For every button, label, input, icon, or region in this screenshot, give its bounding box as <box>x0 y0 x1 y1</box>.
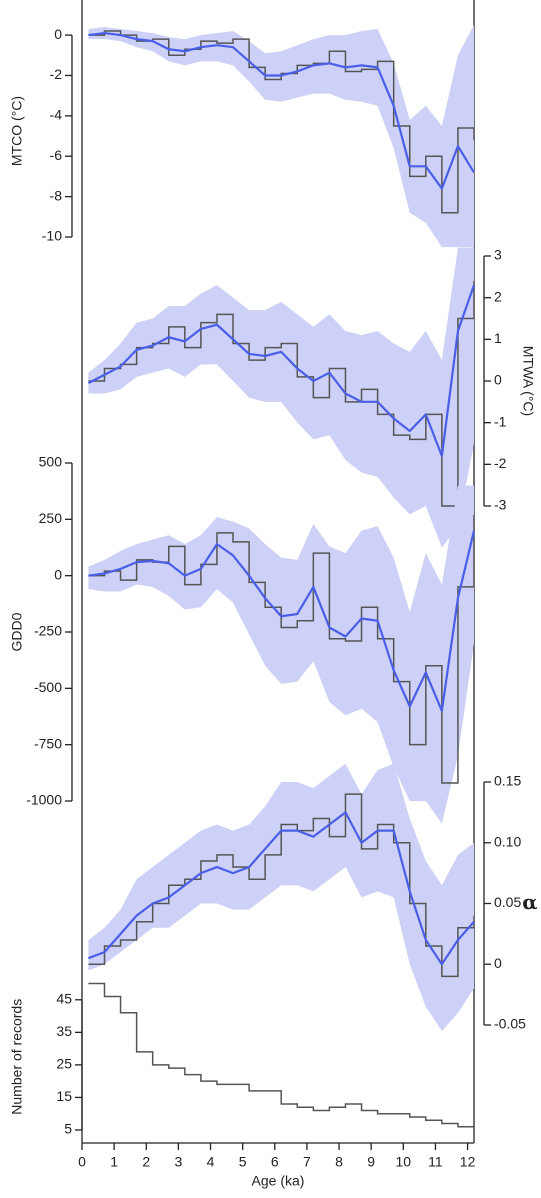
y-tick-label: -8 <box>50 187 63 203</box>
y-axis-title: MTCO (°C) <box>9 96 25 166</box>
y-tick-label: 0 <box>54 566 62 582</box>
x-tick-label: 10 <box>396 1154 412 1170</box>
y-tick-label: 1 <box>494 330 502 346</box>
x-tick-label: 9 <box>367 1154 375 1170</box>
uncertainty-band <box>88 25 474 248</box>
y-axis-title: α <box>522 890 537 914</box>
y-tick-label: -0.05 <box>494 1016 526 1032</box>
x-tick-label: 11 <box>428 1154 443 1170</box>
y-tick-label: 45 <box>56 990 72 1006</box>
y-tick-label: -750 <box>34 735 62 751</box>
y-tick-label: 25 <box>56 1056 72 1072</box>
step-line <box>88 281 475 507</box>
y-tick-label: -10 <box>42 228 62 244</box>
y-tick-label: -4 <box>50 107 63 123</box>
x-tick-label: 4 <box>207 1154 215 1170</box>
x-tick-label: 2 <box>142 1154 150 1170</box>
x-tick-label: 12 <box>460 1154 476 1170</box>
y-axis-title: Number of records <box>9 999 25 1115</box>
y-tick-label: -1 <box>494 413 507 429</box>
y-tick-label: 250 <box>39 510 63 526</box>
y-tick-label: -500 <box>34 679 62 695</box>
y-tick-label: 5 <box>64 1121 72 1137</box>
y-tick-label: 0.15 <box>494 773 521 789</box>
step-line <box>88 982 475 1130</box>
x-tick-label: 5 <box>239 1154 247 1170</box>
uncertainty-band <box>88 247 474 548</box>
y-tick-label: -2 <box>50 66 63 82</box>
smooth-line <box>88 811 475 966</box>
y-tick-label: 0 <box>494 372 502 388</box>
step-line <box>88 514 475 784</box>
x-axis-title: Age (ka) <box>252 1173 305 1189</box>
y-tick-label: -6 <box>50 147 63 163</box>
y-tick-label: 0.10 <box>494 833 521 849</box>
y-tick-label: 15 <box>56 1088 72 1104</box>
y-tick-label: -2 <box>494 455 507 471</box>
y-tick-label: -3 <box>494 497 507 513</box>
x-tick-label: 3 <box>174 1154 182 1170</box>
y-tick-label: 0 <box>494 955 502 971</box>
y-axis-title: MTWA (°C) <box>520 346 536 416</box>
x-tick-label: 6 <box>271 1154 279 1170</box>
smooth-line <box>87 284 476 458</box>
x-tick-label: 7 <box>303 1154 311 1170</box>
x-tick-label: 0 <box>78 1154 86 1170</box>
smooth-line <box>88 31 475 190</box>
y-tick-label: 3 <box>494 247 502 263</box>
smooth-line <box>88 530 476 712</box>
step-line <box>88 30 475 214</box>
y-tick-label: -1000 <box>26 792 62 808</box>
uncertainty-band <box>88 485 474 824</box>
x-tick-label: 1 <box>110 1154 118 1170</box>
y-tick-label: 500 <box>39 454 63 470</box>
y-axis-title: GDD0 <box>9 612 25 651</box>
y-tick-label: -250 <box>34 623 62 639</box>
y-tick-label: 2 <box>494 288 502 304</box>
y-tick-label: 0 <box>54 26 62 42</box>
y-tick-label: 35 <box>56 1023 72 1039</box>
x-tick-label: 8 <box>335 1154 343 1170</box>
uncertainty-band <box>88 763 474 1032</box>
y-tick-label: 0.05 <box>494 894 521 910</box>
